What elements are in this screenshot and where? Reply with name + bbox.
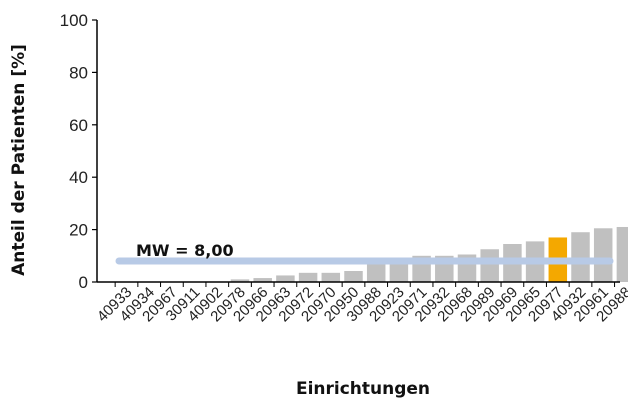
- y-ticks: 0 20 40 60 80 100: [60, 11, 97, 292]
- bars-group: [230, 226, 628, 282]
- y-axis-title: Anteil der Patienten [%]: [9, 44, 29, 276]
- x-ticks: 4093340934209673091140902209782096620963…: [94, 282, 628, 325]
- y-tick-label: 40: [69, 168, 88, 187]
- bar-20966: [253, 278, 272, 282]
- bar-20989: [480, 249, 499, 282]
- bar-20963: [276, 275, 295, 282]
- x-axis-title: Einrichtungen: [296, 379, 430, 399]
- bar-20988: [616, 226, 628, 282]
- y-tick-label: 100: [60, 11, 88, 30]
- y-tick-label: 0: [79, 273, 88, 292]
- bar-20923: [389, 259, 409, 282]
- bar-40932: [571, 232, 590, 282]
- y-tick-label: 20: [69, 221, 88, 240]
- y-tick-label: 60: [69, 116, 88, 135]
- mean-label: MW = 8,00: [136, 241, 234, 260]
- bar-30988: [366, 262, 386, 282]
- bar-20978: [230, 279, 250, 282]
- bar-20961: [593, 228, 613, 282]
- bar-20970: [321, 272, 341, 282]
- y-tick-label: 80: [69, 63, 88, 82]
- bar-20972: [298, 272, 318, 282]
- bar-20950: [344, 271, 363, 282]
